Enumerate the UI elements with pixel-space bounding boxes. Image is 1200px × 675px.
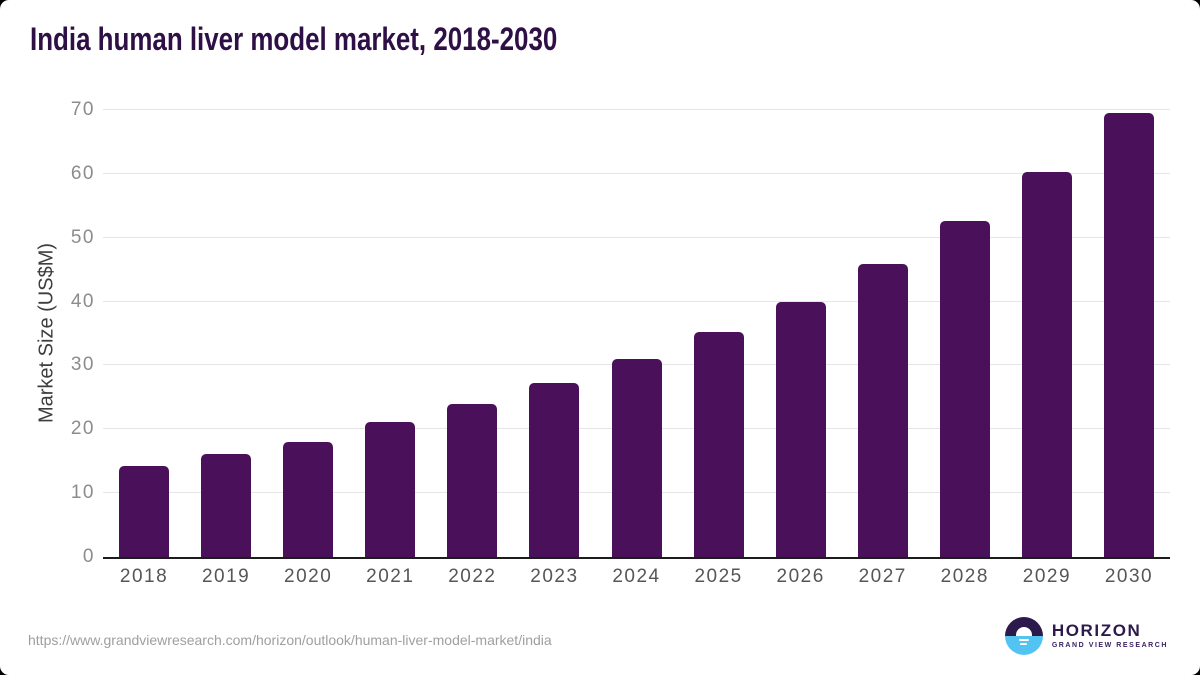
- bar-2028: [939, 221, 990, 557]
- chart-title: India human liver model market, 2018-203…: [30, 21, 558, 57]
- bar-2025: [693, 332, 744, 557]
- bar-slot: [1006, 110, 1088, 557]
- bar-slot: [1088, 110, 1170, 557]
- bar-slot: [185, 110, 267, 557]
- horizon-logo: HORIZON GRAND VIEW RESEARCH: [1004, 617, 1168, 655]
- bar-2030: [1103, 112, 1154, 557]
- y-tick-label: 0: [82, 546, 95, 567]
- y-tick-label: 30: [70, 354, 95, 376]
- bar-slot: [349, 110, 431, 557]
- x-axis-label: 2024: [612, 566, 661, 587]
- bar-2029: [1021, 171, 1072, 557]
- gridline: [103, 300, 1170, 302]
- y-axis-tick-labels: 0 10 20 30 40 50 60 70: [40, 100, 95, 567]
- x-axis-label: 2025: [694, 566, 743, 587]
- bar-slot: [267, 110, 349, 557]
- x-axis-label: 2023: [530, 566, 579, 587]
- bar-slot: [103, 110, 185, 557]
- bar-slot: [924, 110, 1006, 557]
- bar-2024: [611, 359, 662, 557]
- x-axis-label: 2019: [201, 566, 251, 587]
- sun-reflection-line: [1020, 642, 1028, 645]
- x-axis-label: 2030: [1104, 566, 1154, 587]
- x-axis-label: 2021: [366, 566, 415, 587]
- bar-series: [103, 110, 1170, 557]
- plot-area: [103, 109, 1170, 559]
- y-tick-label: 70: [70, 99, 95, 120]
- horizon-sun-circle-icon: [1004, 617, 1043, 655]
- logo-subtitle: GRAND VIEW RESEARCH: [1051, 642, 1168, 649]
- x-axis-label: 2028: [940, 566, 989, 587]
- bar-2019: [201, 453, 252, 557]
- y-tick-label: 50: [70, 226, 95, 248]
- bar-slot: [595, 110, 677, 557]
- logo-text: HORIZON GRAND VIEW RESEARCH: [1052, 622, 1168, 650]
- x-axis-label: 2029: [1022, 566, 1072, 587]
- gridline: [103, 236, 1170, 238]
- y-tick-label: 20: [70, 418, 95, 440]
- bar-slot: [842, 110, 924, 557]
- y-tick-label: 60: [70, 162, 95, 184]
- bar-2020: [283, 442, 334, 557]
- gridline: [103, 109, 1170, 110]
- x-axis-label: 2022: [448, 566, 497, 587]
- bar-2023: [529, 383, 580, 557]
- bar-slot: [513, 110, 595, 557]
- x-axis-label: 2027: [858, 566, 907, 587]
- sun-icon: [1015, 627, 1032, 636]
- bar-2026: [775, 301, 826, 557]
- y-tick-label: 10: [70, 482, 95, 504]
- logo-name: HORIZON: [1051, 621, 1142, 640]
- y-tick-label: 40: [70, 290, 95, 312]
- bar-2021: [365, 421, 416, 557]
- bar-slot: [431, 110, 513, 557]
- sun-reflection-line: [1018, 638, 1029, 641]
- bar-slot: [678, 110, 760, 557]
- bar-slot: [760, 110, 842, 557]
- x-axis-label: 2020: [284, 566, 333, 587]
- x-axis-labels: 2018 2019 2020 2021 2022 2023 2024 2025 2026 2027…: [103, 565, 1170, 589]
- x-axis-label: 2018: [119, 566, 169, 587]
- gridline: [103, 172, 1170, 174]
- bar-2018: [119, 465, 170, 557]
- bar-2027: [857, 263, 908, 557]
- x-axis-label: 2026: [776, 566, 825, 587]
- bar-2022: [447, 403, 498, 557]
- source-url: https://www.grandviewresearch.com/horizo…: [28, 632, 552, 648]
